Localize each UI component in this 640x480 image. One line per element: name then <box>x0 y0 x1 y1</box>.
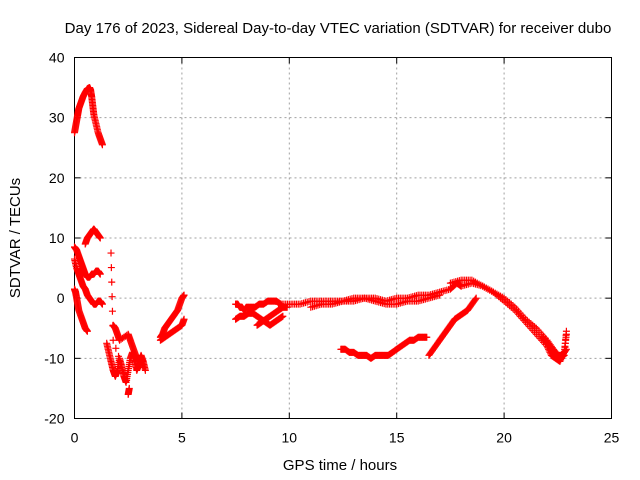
y-tick-label: 30 <box>49 110 65 126</box>
series-arc-11 <box>232 297 285 314</box>
data-point <box>98 300 106 308</box>
y-axis: -20 -10 0 10 20 30 40 <box>44 50 612 427</box>
x-tick-label: 20 <box>496 430 512 446</box>
data-point <box>96 270 104 278</box>
data-point <box>562 327 570 335</box>
data-point-dense <box>109 322 117 330</box>
data-point-dense <box>107 264 115 272</box>
data-point <box>107 249 115 257</box>
x-axis-label: GPS time / hours <box>283 457 397 474</box>
x-tick-label: 5 <box>178 430 186 446</box>
series-arc-15 <box>307 291 444 311</box>
data-point <box>472 294 480 302</box>
series-arc-4 <box>71 255 106 308</box>
data-points <box>71 84 570 398</box>
y-tick-label: 40 <box>49 50 65 66</box>
data-point-dense <box>120 368 128 376</box>
data-point <box>83 327 91 335</box>
series-arc-5 <box>71 285 91 335</box>
y-tick-label: 10 <box>49 230 65 246</box>
x-tick-label: 10 <box>282 430 298 446</box>
y-tick-label: 20 <box>49 170 65 186</box>
x-tick-label: 25 <box>604 430 620 446</box>
x-axis: 0 5 10 15 20 25 <box>71 57 620 446</box>
data-point <box>109 336 117 344</box>
series-arc-10 <box>156 315 188 344</box>
data-point <box>125 384 133 392</box>
grid-lines <box>74 57 612 419</box>
data-point <box>423 333 431 341</box>
x-tick-label: 15 <box>389 430 405 446</box>
data-point <box>141 366 149 374</box>
y-tick-label: 0 <box>57 290 65 306</box>
data-point <box>180 315 188 323</box>
data-point-dense <box>112 344 120 352</box>
data-point <box>180 291 188 299</box>
series-arc-9 <box>156 291 188 341</box>
y-tick-label: -10 <box>44 350 64 366</box>
y-tick-label: -20 <box>44 411 64 427</box>
data-point-dense <box>108 307 116 315</box>
series-arc-17 <box>425 294 480 359</box>
y-axis-label: SDTVAR / TECUs <box>7 178 24 298</box>
data-point <box>279 312 287 320</box>
data-point <box>96 234 104 242</box>
data-point <box>98 141 106 149</box>
data-point <box>436 291 444 299</box>
data-point-dense <box>123 376 131 384</box>
series-arc-8 <box>107 249 133 398</box>
data-point-dense <box>117 360 125 368</box>
series-arc-1 <box>71 84 106 149</box>
data-point-dense <box>108 293 116 301</box>
data-point-dense <box>115 352 123 360</box>
data-point-dense <box>108 278 116 286</box>
chart-title: Day 176 of 2023, Sidereal Day-to-day VTE… <box>65 20 612 37</box>
series-arc-3 <box>81 225 104 248</box>
data-point-dense <box>471 295 479 303</box>
x-tick-label: 0 <box>71 430 79 446</box>
series-arc-16 <box>337 333 431 362</box>
series-arc-7 <box>109 321 149 374</box>
series-arc-20 <box>539 327 570 362</box>
